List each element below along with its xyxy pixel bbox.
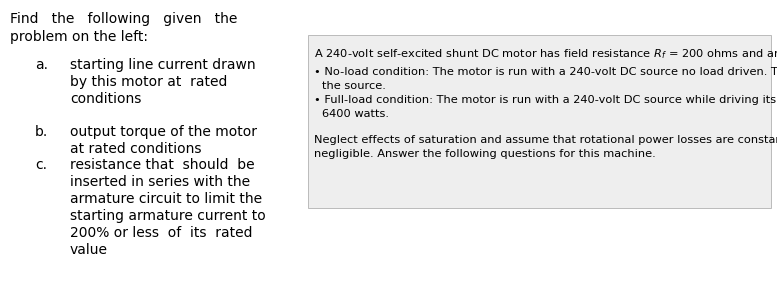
Text: value: value (70, 243, 108, 257)
Text: armature circuit to limit the: armature circuit to limit the (70, 192, 262, 206)
Text: negligible. Answer the following questions for this machine.: negligible. Answer the following questio… (314, 149, 656, 159)
Text: resistance that  should  be: resistance that should be (70, 158, 255, 172)
Text: conditions: conditions (70, 92, 141, 106)
Text: Find   the   following   given   the: Find the following given the (10, 12, 238, 26)
Text: c.: c. (35, 158, 47, 172)
Text: at rated conditions: at rated conditions (70, 142, 201, 156)
Text: by this motor at  rated: by this motor at rated (70, 75, 228, 89)
Text: problem on the left:: problem on the left: (10, 30, 148, 44)
Text: a.: a. (35, 58, 48, 72)
Text: A 240-volt self-excited shunt DC motor has field resistance $R_f$ = 200 ohms and: A 240-volt self-excited shunt DC motor h… (314, 47, 777, 61)
Text: b.: b. (35, 125, 48, 139)
Text: • Full-load condition: The motor is run with a 240-volt DC source while driving : • Full-load condition: The motor is run … (314, 95, 777, 105)
Text: Neglect effects of saturation and assume that rotational power losses are consta: Neglect effects of saturation and assume… (314, 135, 777, 145)
Text: starting line current drawn: starting line current drawn (70, 58, 256, 72)
Text: 200% or less  of  its  rated: 200% or less of its rated (70, 226, 253, 240)
Text: • No-load condition: The motor is run with a 240-volt DC source no load driven. : • No-load condition: The motor is run wi… (314, 67, 777, 77)
Text: 6400 watts.: 6400 watts. (322, 109, 389, 119)
Text: output torque of the motor: output torque of the motor (70, 125, 257, 139)
Text: starting armature current to: starting armature current to (70, 209, 266, 223)
Text: the source.: the source. (322, 81, 386, 91)
Text: inserted in series with the: inserted in series with the (70, 175, 250, 189)
FancyBboxPatch shape (308, 35, 771, 208)
